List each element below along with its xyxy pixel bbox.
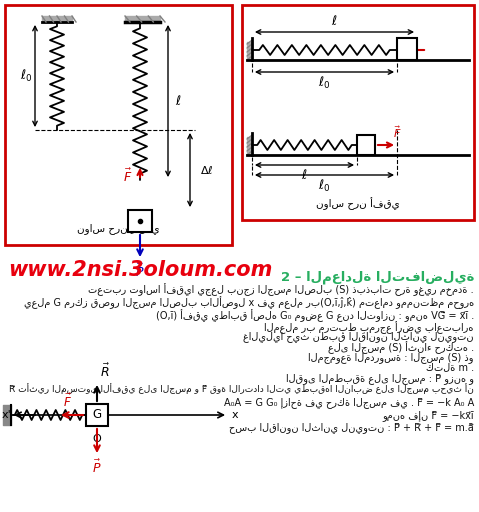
Text: $\vec{P}$: $\vec{P}$ — [92, 459, 102, 476]
Text: $\vec{P}$: $\vec{P}$ — [135, 263, 145, 280]
Text: www.2nsi.3oloum.com: www.2nsi.3oloum.com — [8, 260, 273, 280]
Bar — [242, 5, 474, 220]
Text: 2 – المعادلة التفاضلية: 2 – المعادلة التفاضلية — [281, 270, 474, 284]
Text: $\vec{F}$: $\vec{F}$ — [393, 124, 401, 140]
Text: غاليليا حيث نطبق القانون الثاني لنيوتن: غاليليا حيث نطبق القانون الثاني لنيوتن — [243, 331, 474, 342]
Text: $\vec{F}$: $\vec{F}$ — [123, 168, 133, 185]
Bar — [128, 210, 152, 232]
Text: $\ell$: $\ell$ — [175, 94, 181, 108]
Text: $\Delta\ell$: $\Delta\ell$ — [200, 164, 214, 176]
Text: كتلة m .: كتلة m . — [426, 362, 474, 372]
Text: حسب القانون الثاني لنيوتن : P⃗ + R⃗ + F⃗ = m.ā⃗: حسب القانون الثاني لنيوتن : P⃗ + R⃗ + F⃗… — [229, 422, 474, 433]
Text: O: O — [92, 434, 102, 444]
Text: تعتبر تواسا أفقيا يجعل بنجز الجسم الصلب (S) ذبذبات حرة وغير مخمدة .: تعتبر تواسا أفقيا يجعل بنجز الجسم الصلب … — [88, 283, 474, 296]
Text: نواس حرن أفقي: نواس حرن أفقي — [316, 197, 400, 210]
Text: المعلم رب مرتبط بمرجع أرضي باعتباره: المعلم رب مرتبط بمرجع أرضي باعتباره — [264, 321, 474, 334]
Text: $\vec{F}$: $\vec{F}$ — [63, 393, 72, 410]
Text: x: x — [232, 410, 239, 420]
Text: (O,ī) أفقي يطابق أصله G₀ موضع G عند التوازن : ومنه VG⃗ = x⃗ī .: (O,ī) أفقي يطابق أصله G₀ موضع G عند التو… — [156, 309, 474, 322]
Text: R⃗ تأثير المستوى الأفقي على الجسم و F⃗ قوة الارتداد التي يطبقها النابض على الجسم: R⃗ تأثير المستوى الأفقي على الجسم و F⃗ ق… — [9, 383, 474, 394]
Text: يعلم G مركز قصور الجسم الصلب بالأصول x في معلم رب(O,ī,ĵ,k̂) متعامد وممنتظم محوره: يعلم G مركز قصور الجسم الصلب بالأصول x ف… — [24, 296, 474, 309]
Text: $\vec{R}$: $\vec{R}$ — [100, 362, 110, 380]
Text: $\ell_0$: $\ell_0$ — [319, 178, 331, 194]
Bar — [357, 135, 375, 155]
Text: A₀A = G G₀ إزاحة في حركة الجسم في . F⃗ = −k A₀ A: A₀A = G G₀ إزاحة في حركة الجسم في . F⃗ =… — [224, 397, 474, 408]
Bar — [86, 404, 108, 426]
Bar — [397, 38, 417, 60]
Text: المجموعة المدروسة : الجسم (S) ذو: المجموعة المدروسة : الجسم (S) ذو — [308, 352, 474, 363]
Text: $\ell$: $\ell$ — [331, 14, 338, 28]
Text: $\ell$: $\ell$ — [301, 168, 308, 182]
Text: G: G — [92, 409, 102, 421]
Text: نواس حرن رأسي: نواس حرن رأسي — [77, 222, 160, 235]
Text: القوى المطبقة على الجسم : P⃗ وزنه و: القوى المطبقة على الجسم : P⃗ وزنه و — [286, 373, 474, 384]
Bar — [5, 5, 232, 245]
Text: $\ell_0$: $\ell_0$ — [319, 75, 331, 91]
Text: ومنه فإن F⃗ = −kx⃗ī: ومنه فإن F⃗ = −kx⃗ī — [382, 410, 474, 421]
Text: $\ell_0$: $\ell_0$ — [20, 68, 32, 84]
Text: x': x' — [2, 410, 12, 420]
Text: على الجسم (S) أثناء حركته .: على الجسم (S) أثناء حركته . — [328, 341, 474, 354]
